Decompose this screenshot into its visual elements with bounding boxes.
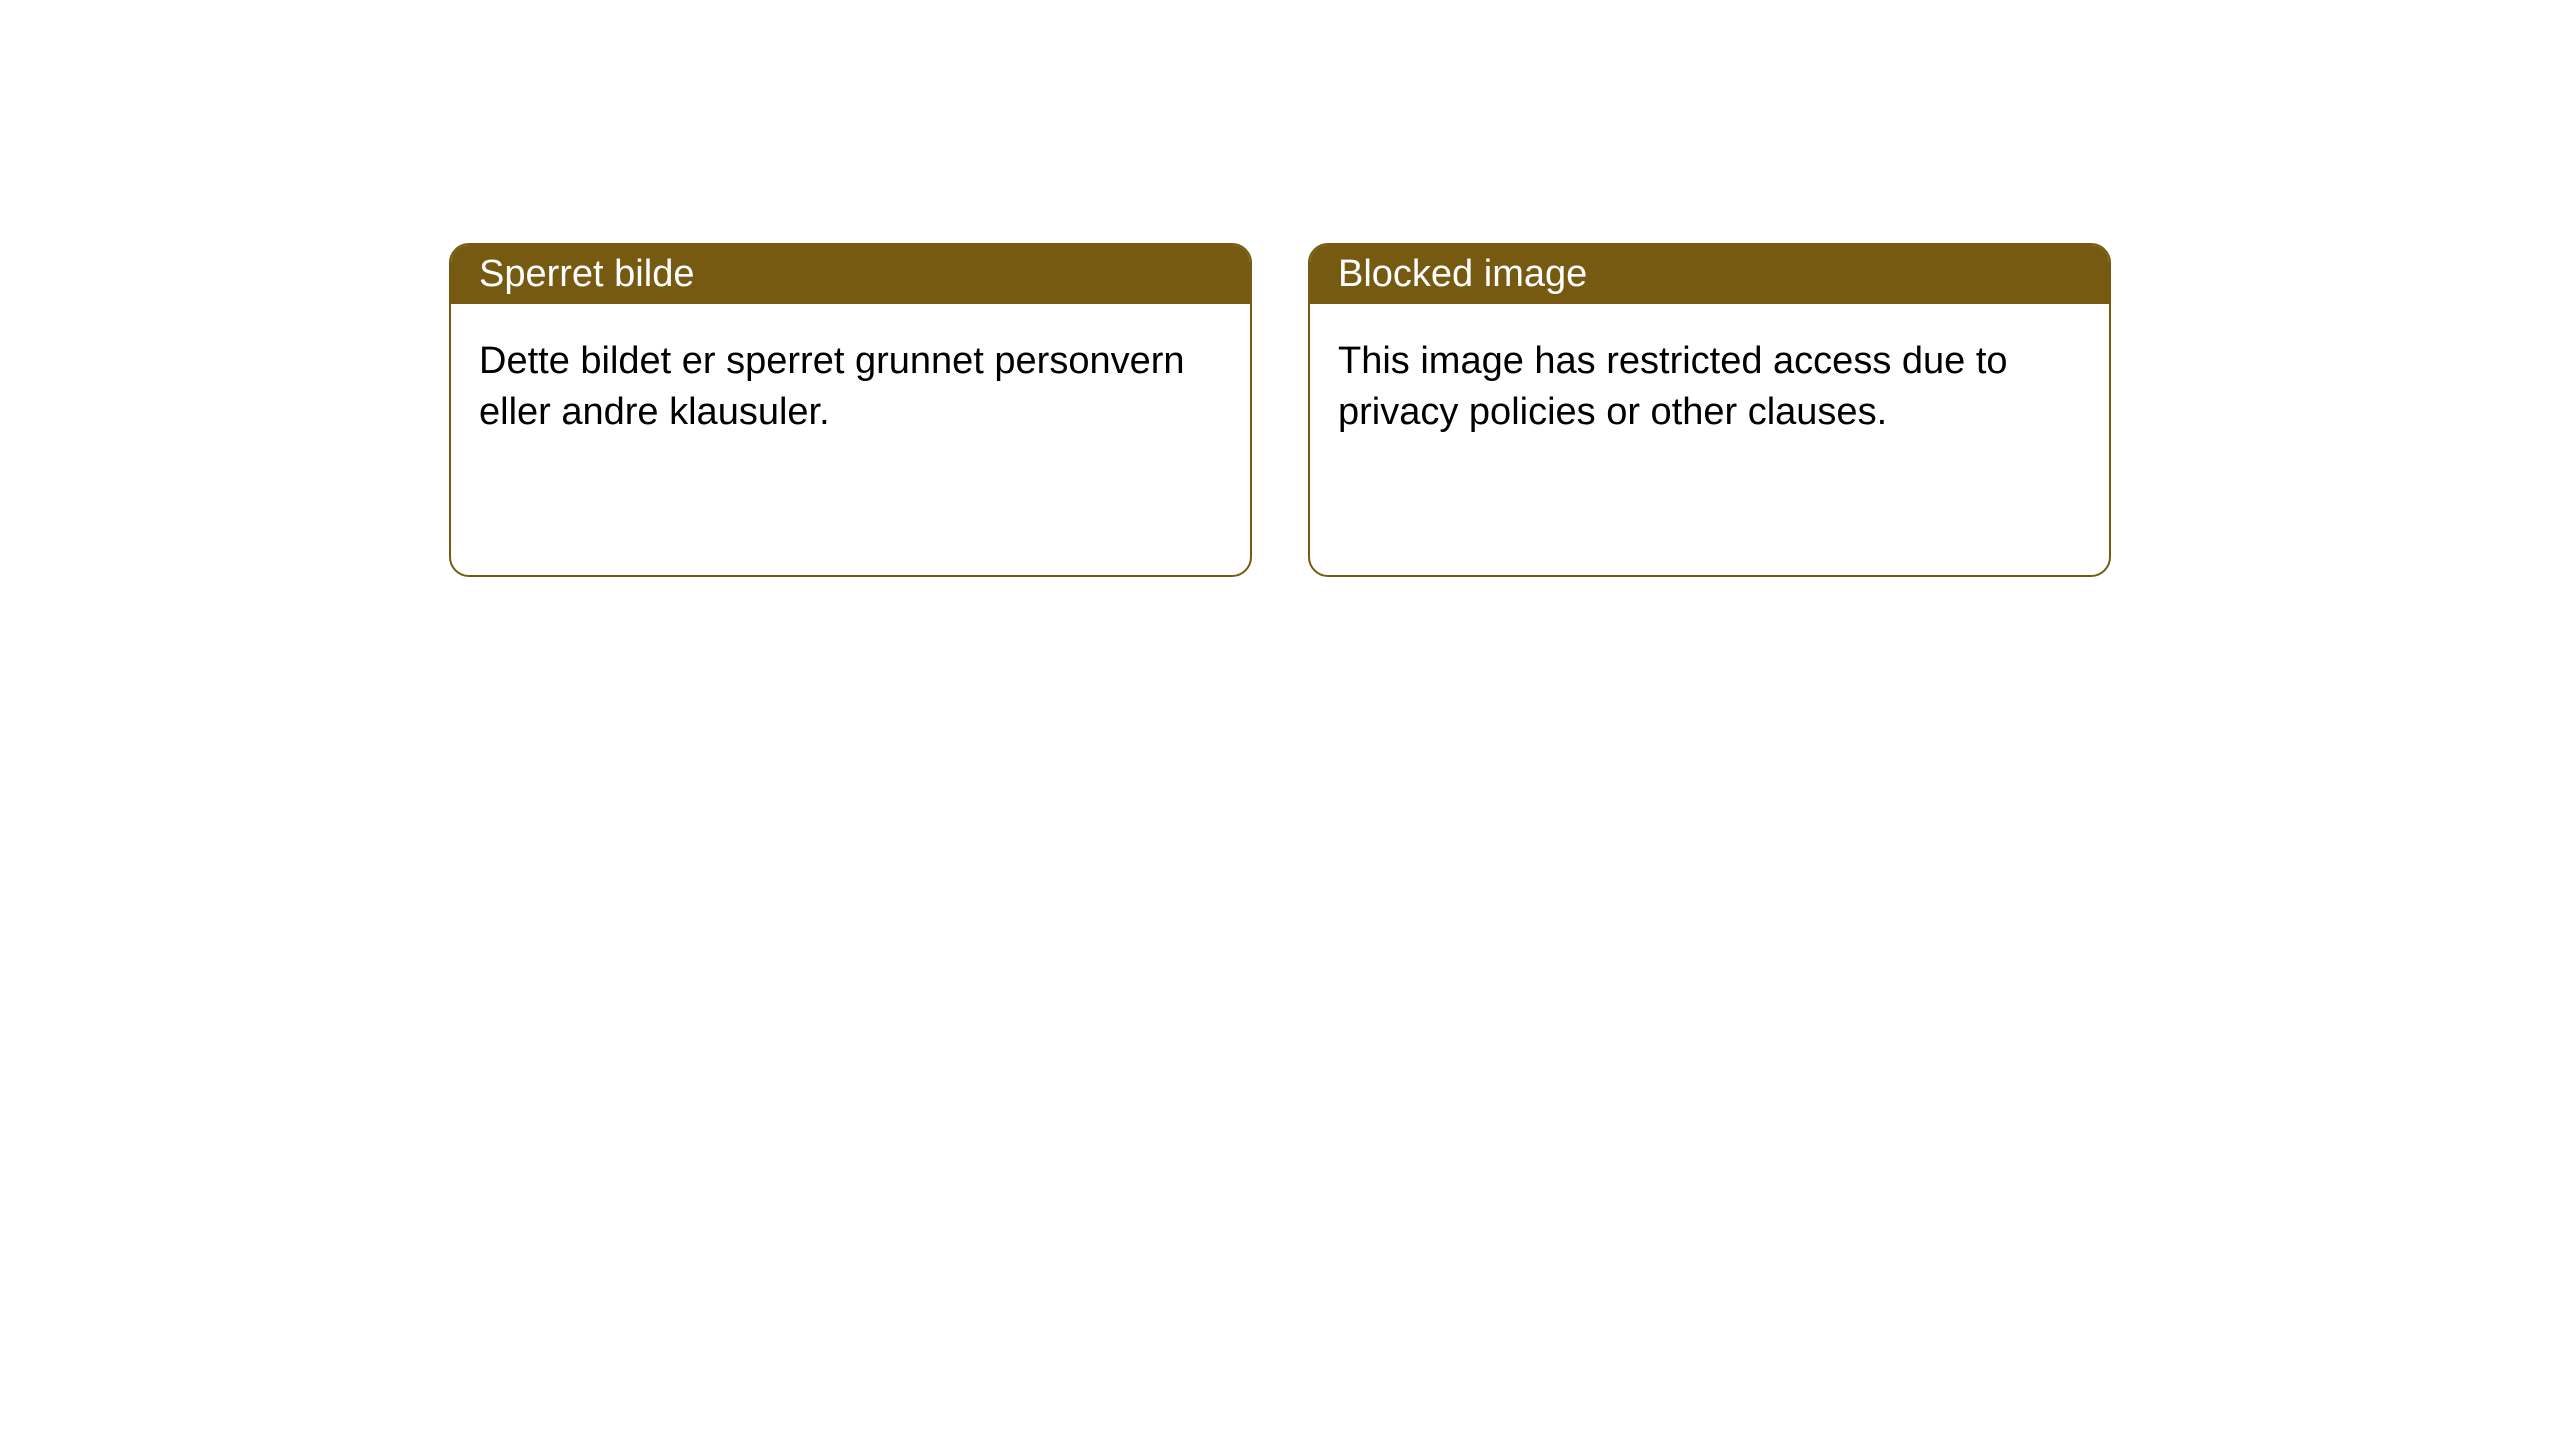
- blocked-image-card-en: Blocked image This image has restricted …: [1308, 243, 2111, 577]
- card-title: Blocked image: [1338, 253, 1587, 295]
- notice-cards-container: Sperret bilde Dette bildet er sperret gr…: [449, 243, 2111, 577]
- card-title: Sperret bilde: [479, 253, 694, 295]
- card-header: Sperret bilde: [451, 245, 1250, 304]
- card-body-text: Dette bildet er sperret grunnet personve…: [479, 340, 1185, 433]
- card-header: Blocked image: [1310, 245, 2109, 304]
- card-body: This image has restricted access due to …: [1310, 304, 2109, 471]
- blocked-image-card-no: Sperret bilde Dette bildet er sperret gr…: [449, 243, 1252, 577]
- card-body-text: This image has restricted access due to …: [1338, 340, 2008, 433]
- card-body: Dette bildet er sperret grunnet personve…: [451, 304, 1250, 471]
